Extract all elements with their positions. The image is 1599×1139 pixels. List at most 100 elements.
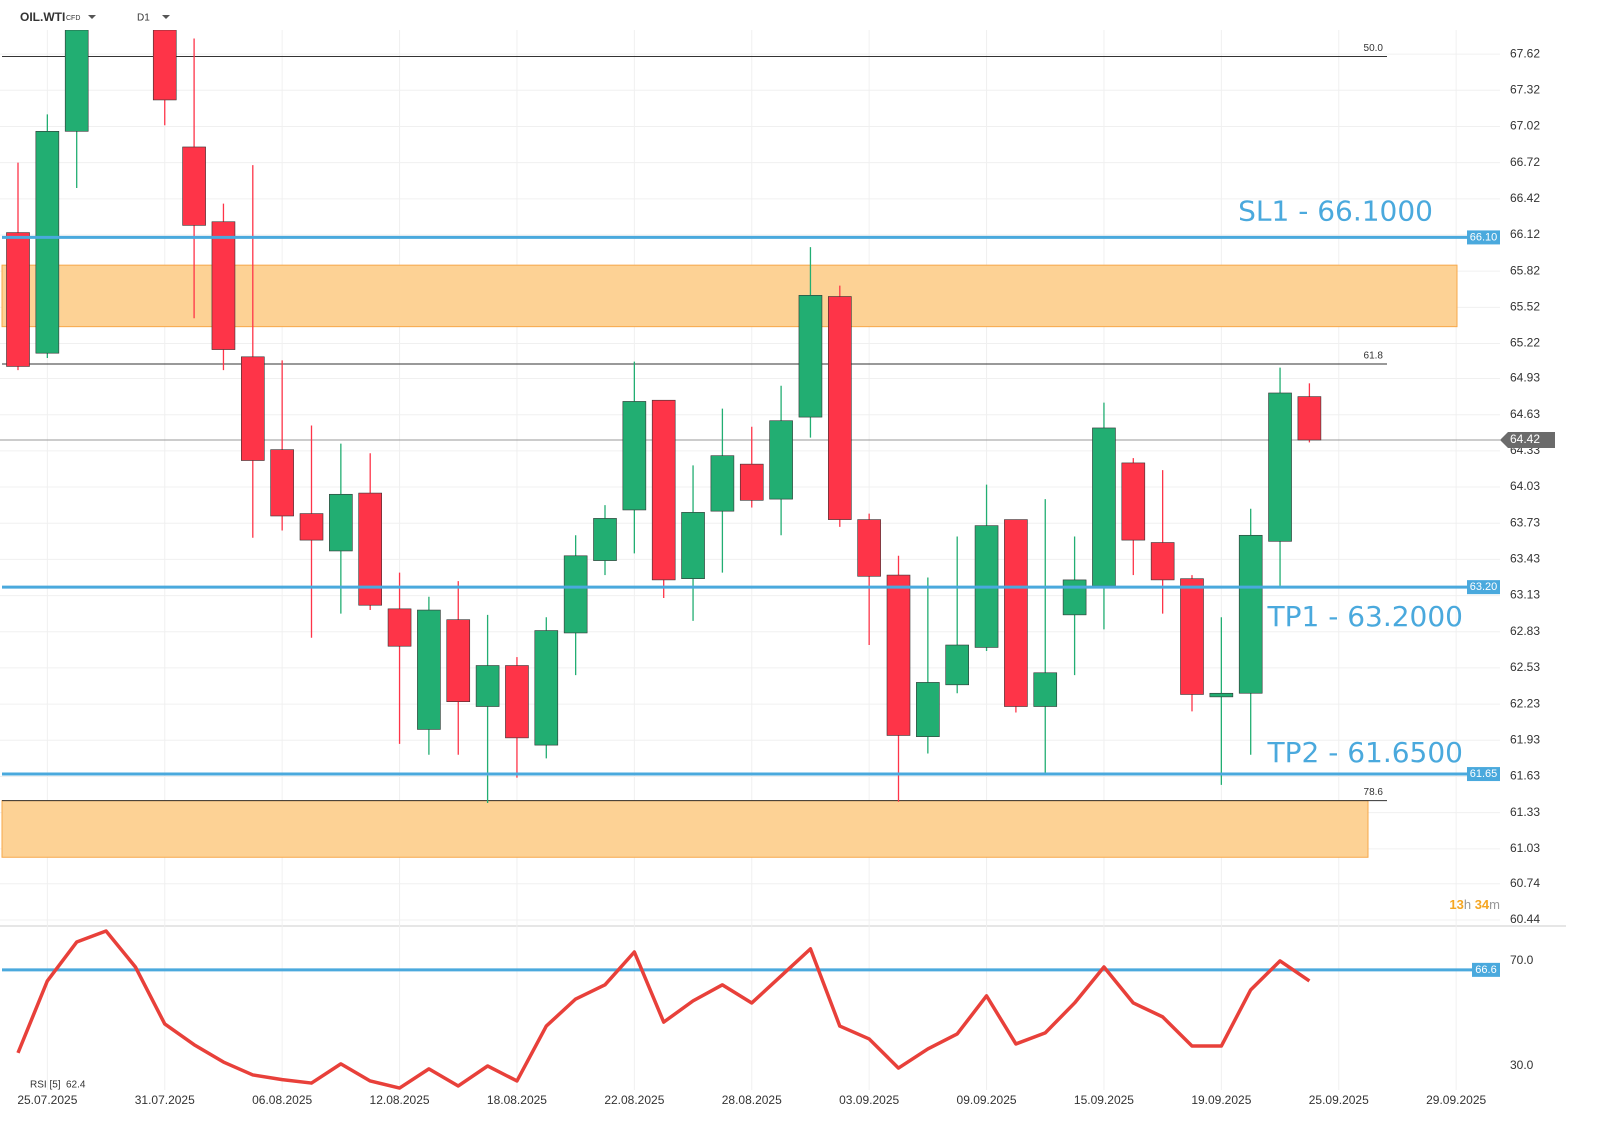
- candle-body: [1033, 672, 1058, 707]
- candle-body: [152, 30, 177, 101]
- x-tick-label: 06.08.2025: [252, 1093, 312, 1107]
- candle-body: [681, 512, 705, 579]
- rsi-label: RSI [5]: [30, 1080, 61, 1091]
- y-tick-label: 66.42: [1510, 191, 1540, 205]
- candle-body: [798, 295, 823, 418]
- y-tick-label: 63.73: [1510, 515, 1540, 529]
- candle-body: [329, 493, 353, 552]
- candle-body: [1297, 396, 1322, 441]
- candle-body: [299, 513, 324, 541]
- x-tick-label: 15.09.2025: [1074, 1093, 1134, 1107]
- y-tick-label: 61.03: [1510, 841, 1540, 855]
- current-price-label: 64.42: [1510, 432, 1540, 446]
- y-tick-label: 62.53: [1510, 660, 1540, 674]
- y-tick-label: 61.93: [1510, 732, 1540, 746]
- y-tick-label: 65.22: [1510, 336, 1540, 350]
- candle-body: [1062, 579, 1087, 616]
- candle-body: [563, 555, 588, 634]
- x-tick-label: 28.08.2025: [722, 1093, 782, 1107]
- y-tick-label: 60.74: [1510, 876, 1540, 890]
- timer-hours: 13: [1449, 897, 1463, 912]
- candle-body: [1004, 519, 1028, 707]
- candle-body: [1238, 534, 1263, 694]
- candle-body: [857, 519, 881, 577]
- fib-label: 61.8: [1364, 351, 1384, 362]
- level-annotation: TP2 - 61.6500: [1267, 736, 1464, 769]
- x-tick-label: 31.07.2025: [135, 1093, 195, 1107]
- candle-body: [769, 420, 793, 500]
- y-tick-label: 66.12: [1510, 227, 1540, 241]
- y-tick-label: 62.23: [1510, 696, 1540, 710]
- level-tag: [1467, 230, 1500, 245]
- candle-body: [446, 619, 471, 702]
- x-tick-label: 12.08.2025: [370, 1093, 430, 1107]
- candle-body: [475, 665, 500, 707]
- y-tick-label: 61.33: [1510, 805, 1540, 819]
- x-tick-label: 03.09.2025: [839, 1093, 899, 1107]
- x-tick-label: 22.08.2025: [604, 1093, 664, 1107]
- candle-body: [827, 296, 852, 520]
- y-tick-label: 64.93: [1510, 371, 1540, 385]
- candle-body: [270, 449, 294, 517]
- dropdown[interactable]: [88, 15, 96, 19]
- candle-body: [64, 30, 89, 132]
- timer-m: m: [1489, 897, 1500, 912]
- timeframe[interactable]: D1: [137, 13, 150, 24]
- level-tag: [1467, 580, 1500, 595]
- candle-body: [1180, 578, 1204, 695]
- timer-h: h: [1464, 897, 1471, 912]
- x-tick-label: 18.08.2025: [487, 1093, 547, 1107]
- candle-body: [1121, 462, 1146, 541]
- x-tick-label: 25.09.2025: [1309, 1093, 1369, 1107]
- level-annotation: SL1 - 66.1000: [1238, 194, 1433, 227]
- timer: 13h 34m: [1449, 897, 1500, 912]
- fib-label: 78.6: [1364, 787, 1384, 798]
- candle-body: [387, 608, 412, 647]
- candle-body: [211, 221, 236, 350]
- y-tick-label: 64.63: [1510, 407, 1540, 421]
- candle-body: [593, 518, 617, 561]
- candle-body: [651, 399, 676, 581]
- x-tick-label: 25.07.2025: [17, 1093, 77, 1107]
- y-tick-label: 62.83: [1510, 624, 1540, 638]
- candle-body: [1092, 427, 1116, 587]
- candle-body: [35, 130, 60, 354]
- level-tag-label: 63.20: [1470, 581, 1498, 593]
- x-tick-label: 29.09.2025: [1426, 1093, 1486, 1107]
- candle-body: [241, 356, 265, 461]
- level-tag-label: 61.65: [1470, 768, 1498, 780]
- level-tag: [1467, 767, 1500, 782]
- zone: [1, 800, 1369, 858]
- instrument[interactable]: CFD: [66, 15, 80, 22]
- rsi-line: [16, 929, 1311, 1090]
- x-tick-label: 19.09.2025: [1191, 1093, 1251, 1107]
- rsi-level-label: 66.6: [1475, 964, 1496, 976]
- zone: [1, 264, 1458, 328]
- candle-body: [1150, 542, 1175, 581]
- y-tick-label: 60.44: [1510, 912, 1540, 926]
- dropdown[interactable]: [162, 15, 170, 19]
- y-tick-label: 67.02: [1510, 119, 1540, 133]
- rsi-value: 62.4: [66, 1080, 86, 1091]
- level-annotation: TP1 - 63.2000: [1267, 600, 1464, 633]
- candle-body: [417, 609, 441, 730]
- candle-body: [1268, 392, 1292, 542]
- candle-body: [6, 232, 30, 367]
- candle-body: [916, 682, 940, 737]
- timer-minutes: 34: [1475, 897, 1490, 912]
- candle-body: [886, 574, 911, 736]
- x-tick-label: 09.09.2025: [957, 1093, 1017, 1107]
- symbol: OIL.WTI: [20, 10, 65, 24]
- candle-body: [739, 463, 764, 501]
- price-tag: [1500, 432, 1555, 449]
- y-tick-label: 67.62: [1510, 46, 1540, 60]
- y-tick-label: 63.13: [1510, 588, 1540, 602]
- y-tick-label: 65.52: [1510, 300, 1540, 314]
- candle-body: [945, 644, 970, 686]
- rsi-tick-label: 30.0: [1510, 1058, 1534, 1072]
- candle-body: [1209, 692, 1234, 698]
- candle-body: [622, 401, 647, 511]
- candle-body: [710, 455, 735, 512]
- level-tag-label: 66.10: [1470, 231, 1498, 243]
- y-tick-label: 64.03: [1510, 479, 1540, 493]
